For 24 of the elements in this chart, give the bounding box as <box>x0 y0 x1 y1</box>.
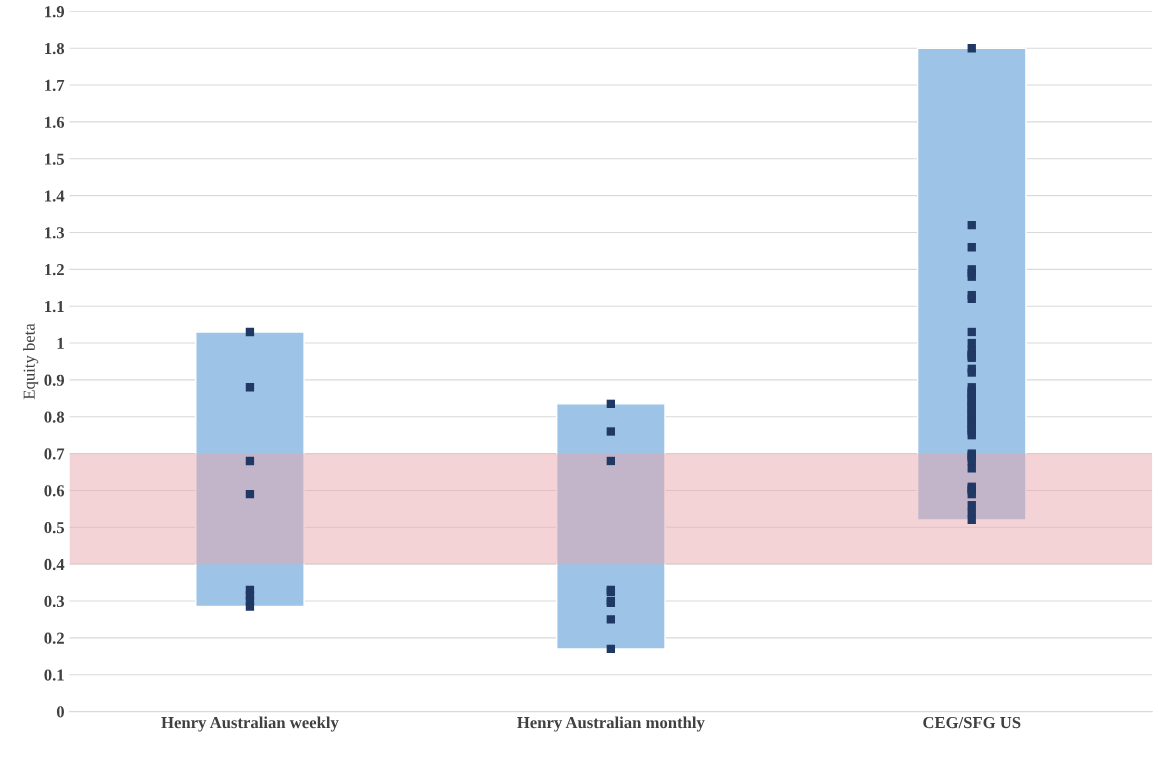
y-tick-label: 1 <box>57 337 64 349</box>
y-tick-label: 1.9 <box>45 6 65 18</box>
y-tick-label: 0.2 <box>44 632 64 644</box>
y-tick-label: 0.1 <box>44 669 64 681</box>
y-tick-label: 0.3 <box>44 595 65 608</box>
y-tick-label: 0.7 <box>44 448 65 460</box>
y-tick-label: 0.6 <box>44 485 65 497</box>
y-tick-label: 1.6 <box>45 116 65 128</box>
y-tick-label: 0.8 <box>44 411 65 423</box>
y-tick-label: 0 <box>56 706 64 718</box>
y-tick-label: 0.9 <box>44 374 65 386</box>
x-tick-label: CEG/SFG US <box>923 716 1021 729</box>
y-tick-label: 1.1 <box>45 300 64 313</box>
y-axis-title: Equity beta <box>23 323 39 400</box>
x-tick-label: Henry Australian monthly <box>517 716 705 732</box>
y-tick-label: 1.4 <box>45 190 65 202</box>
y-tick-label: 1.3 <box>45 227 65 239</box>
y-tick-label: 1.8 <box>45 42 65 55</box>
x-tick-label: Henry Australian weekly <box>161 716 339 732</box>
y-tick-label: 0.5 <box>44 522 65 534</box>
y-tick-label: 1.5 <box>45 153 65 165</box>
y-tick-label: 0.4 <box>44 558 65 571</box>
y-tick-label: 1.2 <box>45 264 64 276</box>
y-tick-label: 1.7 <box>45 79 65 92</box>
